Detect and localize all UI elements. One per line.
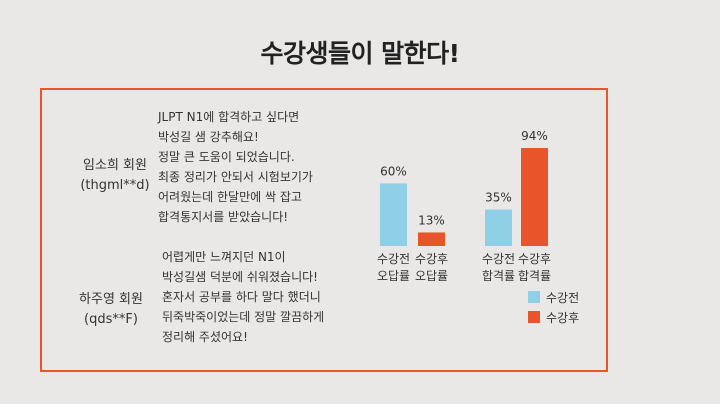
category-label: 수강후: [518, 252, 551, 266]
reviewer-2-id: (qds**F): [84, 312, 138, 327]
category-label: 수강전: [482, 252, 515, 266]
reviewer-1-id: (thgml**d): [80, 178, 150, 193]
category-label: 오답률: [415, 269, 448, 283]
category-label: 합격률: [482, 269, 515, 283]
reviewer-1-name: 임소희 회원: [83, 158, 147, 173]
bar-3: [485, 209, 512, 246]
legend-swatch-before: [528, 291, 540, 303]
legend-label-after: 수강후: [546, 310, 580, 325]
bar-value-label: 35%: [485, 191, 512, 205]
review-line: 박성길 샘 강추해요!: [158, 130, 259, 144]
reviewer-2-name: 하주영 회원: [79, 292, 143, 307]
review-line: 정리해 주셨어요!: [162, 330, 248, 344]
category-label: 수강후: [415, 252, 448, 266]
bar-2: [418, 232, 445, 246]
review-line: JLPT N1에 합격하고 싶다면: [158, 110, 300, 124]
review-line: 박성길샘 덕분에 쉬워졌습니다!: [162, 270, 318, 284]
chart-legend: 수강전 수강후: [528, 287, 579, 327]
bar-4: [521, 148, 548, 246]
review-line: 혼자서 공부를 하다 말다 했더니: [162, 290, 321, 304]
legend-item-before: 수강전: [528, 287, 579, 307]
review-line: 어렵게만 느껴지던 N1이: [162, 250, 286, 264]
legend-item-after: 수강후: [528, 307, 579, 327]
reviewer-2: 하주영 회원 (qds**F): [56, 290, 166, 330]
bar-value-label: 13%: [418, 213, 445, 227]
category-label: 합격률: [518, 269, 551, 283]
reviewer-1: 임소희 회원 (thgml**d): [60, 156, 170, 196]
legend-swatch-after: [528, 311, 540, 323]
review-line: 정말 큰 도움이 되었습니다.: [158, 150, 295, 164]
page-title: 수강생들이 말한다!: [260, 39, 460, 68]
category-label: 수강전: [377, 252, 410, 266]
bar-value-label: 60%: [380, 164, 407, 178]
category-label: 오답률: [377, 269, 410, 283]
bar-1: [380, 183, 407, 246]
review-1-text: JLPT N1에 합격하고 싶다면 박성길 샘 강추해요! 정말 큰 도움이 되…: [158, 107, 313, 227]
review-line: 최종 정리가 안되서 시험보기가: [158, 170, 313, 184]
review-2-text: 어렵게만 느껴지던 N1이 박성길샘 덕분에 쉬워졌습니다! 혼자서 공부를 하…: [162, 247, 324, 347]
review-frame: [40, 88, 608, 372]
review-line: 합격통지서를 받았습니다!: [158, 210, 289, 224]
legend-label-before: 수강전: [546, 290, 580, 305]
review-line: 어려웠는데 한달만에 싹 잡고: [158, 190, 302, 204]
bar-value-label: 94%: [521, 129, 548, 143]
review-line: 뒤죽박죽이었는데 정말 깔끔하게: [162, 310, 325, 324]
